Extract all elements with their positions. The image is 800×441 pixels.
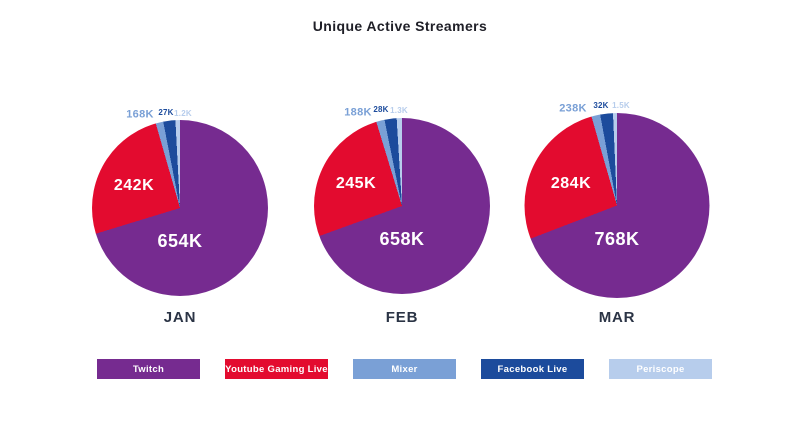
legend-label: Mixer	[391, 363, 418, 375]
legend-label: Youtube Gaming Live	[225, 363, 328, 375]
mixer-value-label: 188K	[344, 106, 372, 119]
twitch-value-label: 768K	[594, 229, 640, 249]
month-label-jan: JAN	[163, 309, 197, 326]
legend-item-mixer: Mixer	[353, 359, 456, 379]
youtube-gaming-live-value-label: 245K	[335, 175, 377, 192]
youtube-gaming-live-value-label: 284K	[550, 175, 592, 192]
legend-label: Facebook Live	[497, 363, 568, 375]
legend-item-periscope: Periscope	[609, 359, 712, 379]
youtube-gaming-live-value-label: 242K	[113, 177, 155, 194]
facebook-live-value-label: 32K	[593, 101, 609, 110]
chart-title: Unique Active Streamers	[312, 18, 488, 34]
mixer-value-label: 238K	[559, 102, 587, 115]
pie-chart-feb	[314, 118, 490, 294]
periscope-value-label: 1.5K	[612, 101, 630, 110]
legend: Twitch Youtube Gaming Live Mixer Faceboo…	[0, 359, 800, 379]
legend-label: Twitch	[132, 363, 165, 375]
pie-group-feb: 188K 28K 1.3K 245K 658K FEB	[302, 95, 502, 345]
month-label-feb: FEB	[385, 309, 419, 326]
legend-item-twitch: Twitch	[97, 359, 200, 379]
mixer-value-label: 168K	[126, 108, 154, 121]
pie-chart-mar	[524, 113, 710, 298]
facebook-live-value-label: 27K	[158, 108, 174, 117]
periscope-value-label: 1.2K	[174, 109, 192, 118]
legend-item-youtube-gaming-live: Youtube Gaming Live	[225, 359, 328, 379]
twitch-value-label: 654K	[157, 231, 203, 251]
pie-group-jan: 168K 27K 1.2K 242K 654K JAN	[80, 95, 280, 345]
legend-item-facebook-live: Facebook Live	[481, 359, 584, 379]
pie-chart-jan	[92, 120, 268, 296]
facebook-live-value-label: 28K	[373, 105, 389, 114]
periscope-value-label: 1.3K	[390, 106, 408, 115]
pie-group-mar: 238K 32K 1.5K 284K 768K MAR	[517, 95, 717, 345]
legend-label: Periscope	[636, 363, 685, 375]
month-label-mar: MAR	[598, 309, 636, 326]
twitch-value-label: 658K	[379, 229, 425, 249]
